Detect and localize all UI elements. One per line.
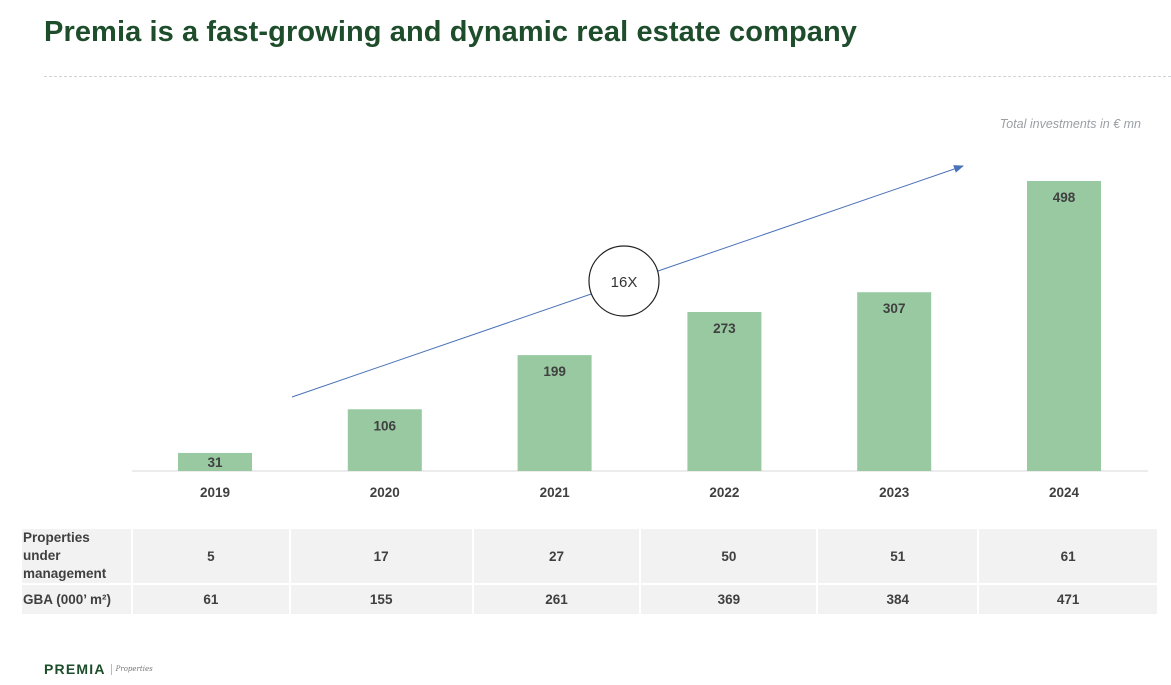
x-tick-label-2021: 2021	[540, 485, 571, 500]
x-tick-label-2022: 2022	[709, 485, 739, 500]
bar-value-label-2019: 31	[207, 455, 223, 470]
table-cell: 369	[641, 585, 817, 614]
x-tick-label-2020: 2020	[370, 485, 400, 500]
bar-2023	[857, 292, 932, 471]
table-cell: 51	[818, 529, 978, 583]
logo-separator	[110, 663, 112, 675]
table-cell: 261	[473, 585, 640, 614]
growth-callout-label: 16X	[611, 274, 638, 291]
table-cell: 27	[473, 529, 640, 583]
chart-unit-note: Total investments in € mn	[999, 117, 1141, 131]
bar-2019	[178, 452, 252, 471]
bar-value-label-2024: 498	[1053, 190, 1076, 205]
bar-chart: 31 2019 106 2020 199 2021 273 2022 307 2023 498 202…	[132, 165, 1148, 500]
bar-value-label-2023: 307	[883, 301, 906, 316]
bar-2020	[347, 409, 422, 471]
table-cell: 61	[979, 529, 1158, 583]
bar-2021	[517, 355, 592, 471]
bar-value-label-2021: 199	[543, 364, 566, 379]
logo-subtext: Properties	[115, 665, 153, 673]
logo-wordmark: PREMIA	[44, 661, 106, 677]
row-label-gba: GBA (000’ m²)	[22, 585, 131, 614]
table-row-gba: GBA (000’ m²) 61 155 261 369 384 471	[22, 585, 1158, 614]
title-divider	[44, 76, 1171, 77]
kpi-table: Properties under management 5 17 27 50 5…	[22, 529, 1158, 614]
table-cell: 50	[641, 529, 817, 583]
table-row-properties: Properties under management 5 17 27 50 5…	[22, 529, 1158, 583]
table-cell: 61	[132, 585, 289, 614]
row-label-properties: Properties under management	[22, 529, 131, 583]
table-cell: 384	[818, 585, 978, 614]
bar-value-label-2022: 273	[713, 321, 736, 336]
bar-value-label-2020: 106	[374, 418, 397, 433]
table-cell: 471	[979, 585, 1158, 614]
page-title: Premia is a fast-growing and dynamic rea…	[44, 16, 858, 48]
x-tick-label-2023: 2023	[879, 485, 910, 500]
bar-2024	[1027, 181, 1101, 471]
x-tick-label-2019: 2019	[200, 485, 230, 500]
table-cell: 155	[290, 585, 472, 614]
table-cell: 5	[132, 529, 289, 583]
table-cell: 17	[290, 529, 472, 583]
premia-logo: PREMIA Properties	[44, 661, 153, 677]
bar-2022	[687, 312, 762, 471]
x-tick-label-2024: 2024	[1049, 485, 1080, 500]
growth-callout-circle	[588, 245, 660, 317]
